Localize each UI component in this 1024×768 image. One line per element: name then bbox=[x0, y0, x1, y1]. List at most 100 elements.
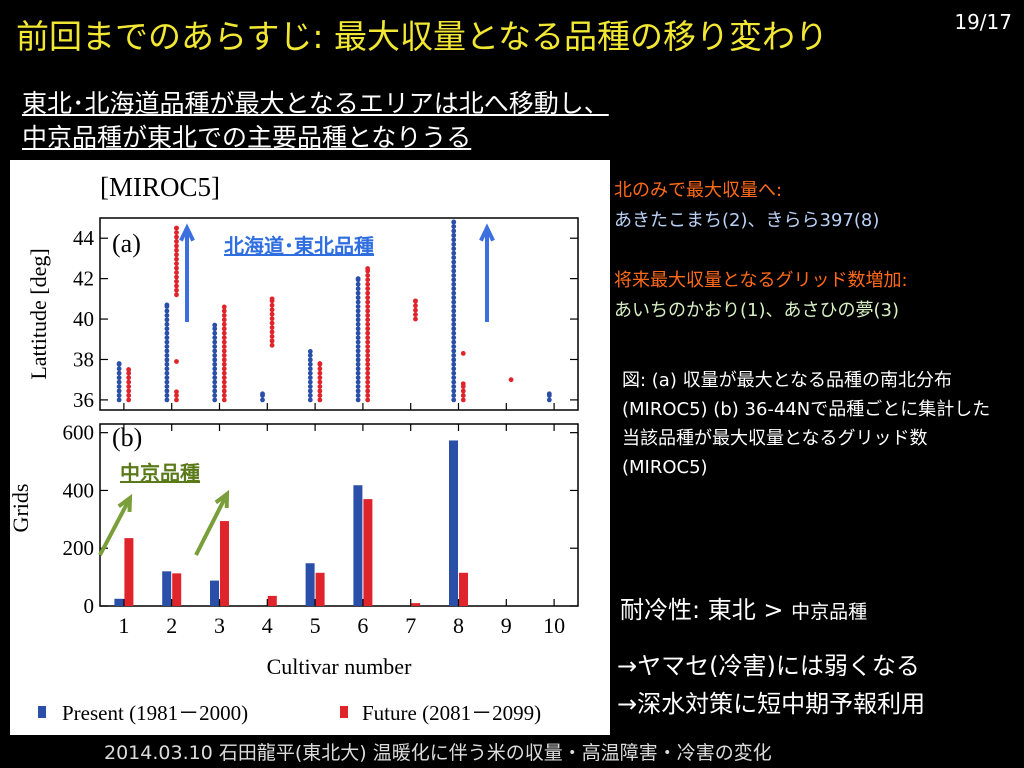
scatter-point bbox=[212, 348, 218, 354]
scatter-point bbox=[355, 304, 361, 309]
scatter-point bbox=[460, 393, 466, 398]
scatter-point bbox=[460, 351, 466, 356]
scatter-point bbox=[451, 272, 457, 278]
scatter-point bbox=[221, 353, 227, 358]
bar bbox=[172, 573, 182, 606]
scatter-point bbox=[307, 361, 313, 367]
scatter-point bbox=[174, 389, 179, 395]
scatter-point bbox=[269, 307, 275, 313]
scatter-point bbox=[221, 361, 227, 367]
scatter-point bbox=[451, 290, 457, 296]
scatter-point bbox=[355, 276, 361, 282]
scatter-point bbox=[212, 393, 218, 398]
scatter-point bbox=[212, 326, 218, 332]
scatter-point bbox=[365, 348, 371, 354]
scatter-point bbox=[221, 344, 227, 349]
scatter-point bbox=[365, 366, 371, 372]
scatter-point bbox=[317, 375, 323, 381]
figure-caption: 図: (a) 収量が最大となる品種の南北分布(MIROC5) (b) 36-44… bbox=[622, 370, 991, 478]
scatter-point bbox=[221, 375, 227, 381]
scatter-point bbox=[174, 247, 179, 253]
scatter-point bbox=[365, 375, 371, 381]
increase-arrow-3-head bbox=[214, 489, 230, 509]
scatter-point bbox=[355, 344, 361, 349]
scatter-point bbox=[355, 281, 361, 287]
scatter-point bbox=[451, 339, 457, 345]
point-2: →深水対策に短中期予報利用 bbox=[617, 690, 926, 718]
scatter-point bbox=[212, 397, 218, 403]
scatter-point bbox=[116, 375, 122, 381]
scatter-point bbox=[174, 274, 179, 280]
scatter-point bbox=[451, 264, 457, 269]
scatter-point bbox=[174, 234, 179, 240]
scatter-point bbox=[164, 361, 170, 367]
scatter-point bbox=[307, 388, 313, 394]
scatter-point bbox=[212, 375, 218, 381]
scatter-point bbox=[365, 277, 371, 283]
panel-b-xtick-label: 3 bbox=[214, 613, 225, 638]
scatter-point bbox=[269, 325, 275, 330]
scatter-point bbox=[126, 393, 132, 398]
scatter-point bbox=[164, 397, 170, 403]
scatter-point bbox=[116, 379, 122, 385]
scatter-point bbox=[451, 268, 457, 274]
scatter-point bbox=[451, 397, 457, 403]
scatter-point bbox=[451, 281, 457, 287]
scatter-point bbox=[116, 388, 122, 394]
subtitle-line-2: 中京品種が東北での主要品種となりうる bbox=[22, 123, 472, 152]
scatter-point bbox=[174, 261, 179, 267]
bar bbox=[353, 485, 363, 606]
scatter-point bbox=[174, 292, 179, 298]
legend-present-label: Present (1981－2000) bbox=[62, 701, 248, 725]
scatter-point bbox=[269, 320, 275, 326]
scatter-point bbox=[307, 370, 313, 376]
scatter-point bbox=[212, 344, 218, 349]
scatter-point bbox=[365, 299, 371, 305]
scatter-point bbox=[451, 308, 457, 314]
scatter-point bbox=[355, 290, 361, 296]
panel-a-ytick-label: 36 bbox=[73, 388, 94, 412]
scatter-point bbox=[212, 353, 218, 358]
panel-b-xtick-label: 8 bbox=[453, 613, 464, 638]
scatter-point bbox=[164, 348, 170, 354]
figure-panel: [MIROC5] (a) Lattitude [deg] 北海道･東北品種 36… bbox=[10, 160, 610, 735]
scatter-point bbox=[307, 379, 313, 385]
scatter-point bbox=[451, 321, 457, 327]
point-1: →ヤマセ(冷害)には弱くなる bbox=[617, 652, 920, 680]
panel-b-label: (b) bbox=[112, 423, 142, 452]
scatter-point bbox=[365, 286, 371, 292]
panel-a-ytick-label: 40 bbox=[73, 307, 94, 331]
scatter-point bbox=[355, 335, 361, 341]
scatter-point bbox=[451, 246, 457, 252]
scatter-point bbox=[355, 286, 361, 292]
scatter-point bbox=[126, 370, 132, 376]
bar bbox=[124, 538, 134, 606]
scatter-point bbox=[365, 304, 371, 309]
scatter-point bbox=[221, 321, 227, 327]
page-number: 19/17 bbox=[954, 10, 1012, 34]
scatter-point bbox=[365, 317, 371, 323]
scatter-point bbox=[126, 397, 132, 403]
scatter-point bbox=[269, 342, 275, 348]
scatter-point bbox=[126, 367, 132, 372]
bar bbox=[267, 595, 277, 606]
bar bbox=[315, 572, 325, 606]
legend-present-swatch bbox=[38, 706, 46, 718]
scatter-point bbox=[164, 302, 170, 308]
scatter-point bbox=[221, 335, 227, 341]
scatter-point bbox=[221, 366, 227, 372]
scatter-point bbox=[413, 307, 418, 313]
panel-b-xtick-label: 10 bbox=[543, 613, 565, 638]
scatter-point bbox=[451, 232, 457, 238]
scatter-point bbox=[164, 339, 170, 345]
scatter-point bbox=[451, 326, 457, 332]
scatter-point bbox=[355, 357, 361, 363]
scatter-point bbox=[174, 397, 179, 403]
panel-a-ytick-label: 38 bbox=[73, 347, 94, 371]
scatter-point bbox=[116, 384, 122, 389]
scatter-point bbox=[317, 366, 323, 372]
scatter-point bbox=[451, 357, 457, 363]
legend-future-swatch bbox=[340, 706, 348, 718]
scatter-point bbox=[212, 366, 218, 372]
panel-b-ytick-label: 0 bbox=[84, 594, 95, 618]
